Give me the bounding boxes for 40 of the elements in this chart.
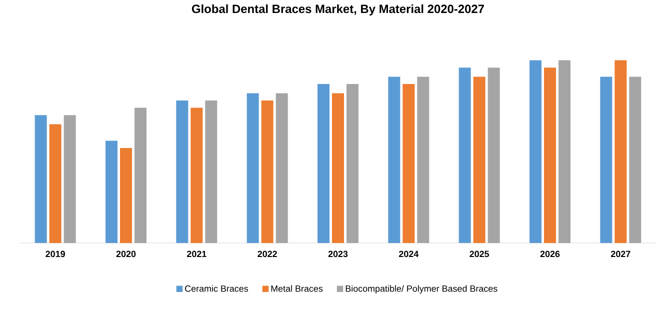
bar [614, 60, 627, 243]
legend-label: Biocompatible/ Polymer Based Braces [346, 285, 498, 294]
bar [246, 93, 259, 243]
legend-label: Ceramic Braces [185, 285, 248, 292]
x-tick-label: 2019 [46, 250, 65, 258]
bar [346, 84, 358, 243]
x-tick-label: 2020 [116, 250, 136, 258]
bar [190, 108, 203, 243]
bar [402, 84, 415, 243]
x-tick-label: 2023 [328, 250, 348, 258]
bar [176, 100, 188, 243]
bar [106, 140, 118, 243]
bar [49, 124, 62, 243]
bar [417, 76, 430, 243]
x-tick-label: 2025 [470, 250, 490, 258]
bar [544, 68, 556, 243]
bar [458, 68, 471, 243]
bar [558, 60, 570, 243]
bar [600, 76, 612, 243]
bar [64, 115, 76, 243]
bar [261, 100, 274, 243]
bar [529, 60, 542, 243]
x-tick-label: 2027 [611, 250, 630, 258]
bar [276, 93, 288, 243]
bar [488, 68, 500, 243]
bar [318, 84, 330, 243]
x-tick-label: 2026 [540, 250, 560, 258]
bar [205, 100, 218, 243]
bar [34, 115, 47, 243]
bar [629, 76, 642, 243]
x-tick-label: 2021 [187, 250, 206, 258]
bar [473, 76, 486, 243]
chart-title: Global Dental Braces Market, By Material 2020-2027 [192, 4, 484, 16]
bar [134, 108, 146, 243]
x-tick-label: 2022 [258, 250, 277, 258]
legend-label: Metal Braces [271, 285, 323, 292]
bar [388, 76, 400, 243]
x-tick-label: 2024 [399, 250, 419, 258]
bar [332, 93, 344, 243]
bar [120, 148, 132, 243]
